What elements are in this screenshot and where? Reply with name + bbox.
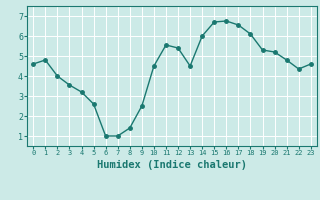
X-axis label: Humidex (Indice chaleur): Humidex (Indice chaleur)	[97, 160, 247, 170]
